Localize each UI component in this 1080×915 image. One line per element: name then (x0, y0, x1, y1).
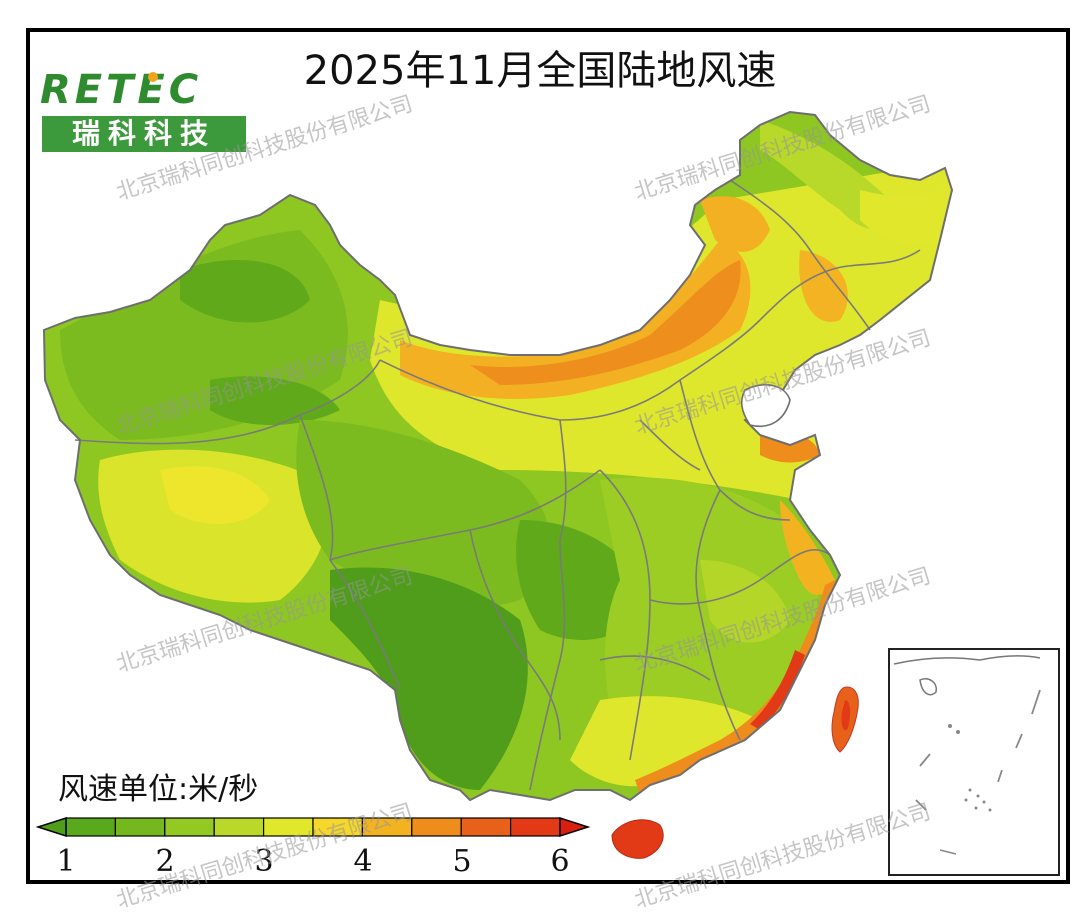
bohai-sea (740, 384, 791, 427)
legend-tick-2: 2 (155, 844, 175, 879)
legend-tick-6: 6 (550, 844, 570, 879)
colorbar-segment (510, 817, 561, 837)
retec-logo: RETEC 瑞科科技 (40, 70, 250, 154)
legend-tick-1: 1 (56, 844, 76, 879)
inset-map (893, 655, 1041, 855)
colorbar-segment (460, 817, 512, 837)
colorbar-min-arrow (35, 816, 67, 838)
hainan-island (611, 819, 664, 859)
logo-dot-icon (148, 72, 158, 82)
colorbar (35, 816, 591, 838)
colorbar-max-arrow (559, 816, 591, 838)
wind-speed-field (44, 112, 952, 800)
legend-unit-label: 风速单位:米/秒 (58, 772, 259, 807)
legend-tick-4: 4 (353, 844, 373, 879)
legend-tick-5: 5 (452, 844, 472, 879)
colorbar-segment (213, 817, 265, 837)
legend-tick-3: 3 (254, 844, 274, 879)
colorbar-segment (65, 817, 117, 837)
colorbar-segment (164, 817, 215, 837)
south-china-sea-inset (888, 648, 1060, 876)
taiwan-core (841, 700, 851, 731)
province-boundaries (74, 179, 921, 791)
colorbar-segment (411, 817, 462, 837)
map-title: 2025年11月全国陆地风速 (303, 48, 777, 94)
logo-wordmark: RETEC (40, 67, 203, 113)
colorbar-segment (114, 817, 166, 837)
logo-chinese-name: 瑞科科技 (42, 116, 246, 152)
